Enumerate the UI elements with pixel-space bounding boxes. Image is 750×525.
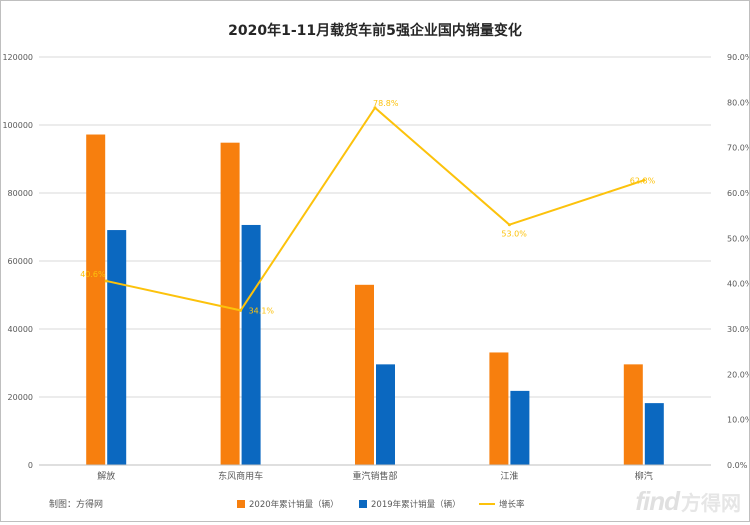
bar-2019 xyxy=(376,364,395,465)
y-right-tick-label: 60.0% xyxy=(727,189,749,198)
bar-2019 xyxy=(510,390,530,465)
x-tick-label: 江淮 xyxy=(500,471,518,482)
bar-2020 xyxy=(623,364,643,465)
y-right-tick-label: 50.0% xyxy=(727,234,749,243)
bar-2019 xyxy=(241,224,261,465)
legend-label: 2020年累计销量（辆） xyxy=(249,499,339,510)
x-tick-label: 东风商用车 xyxy=(218,470,263,482)
y-left-tick-label: 100000 xyxy=(2,121,33,130)
growth-rate-label: 40.6% xyxy=(80,270,106,279)
bar-series xyxy=(86,134,664,465)
y-left-tick-label: 20000 xyxy=(8,393,33,402)
x-tick-label: 解放 xyxy=(97,470,115,482)
legend-swatch xyxy=(359,500,367,508)
watermark-chinese: 方得网 xyxy=(681,491,741,515)
y-axis-left: 0 20000 40000 60000 80000 100000 120000 xyxy=(2,53,33,470)
watermark-logo: find 方得网 xyxy=(635,486,741,517)
x-axis: 解放 东风商用车 重汽销售部 江淮 柳汽 xyxy=(39,464,711,482)
y-right-tick-label: 30.0% xyxy=(727,325,749,334)
y-right-tick-label: 0.0% xyxy=(727,461,748,470)
y-left-tick-label: 80000 xyxy=(8,189,33,198)
y-right-tick-label: 80.0% xyxy=(727,98,749,107)
grid-lines xyxy=(39,56,711,466)
growth-rate-point xyxy=(373,106,377,110)
growth-rate-point xyxy=(239,308,243,312)
growth-rate-label: 34.1% xyxy=(249,306,275,315)
legend-swatch xyxy=(237,500,245,508)
y-left-tick-label: 120000 xyxy=(2,53,33,62)
y-right-tick-label: 90.0% xyxy=(727,53,749,62)
legend: 2020年累计销量（辆） 2019年累计销量（辆） 增长率 xyxy=(237,499,525,510)
y-left-tick-label: 0 xyxy=(28,461,33,470)
growth-rate-point xyxy=(642,178,646,182)
y-right-tick-label: 40.0% xyxy=(727,280,749,289)
y-right-tick-label: 70.0% xyxy=(727,144,749,153)
bar-2020 xyxy=(355,284,374,465)
chart-title: 2020年1-11月载货车前5强企业国内销量变化 xyxy=(228,22,522,39)
bar-2020 xyxy=(489,352,509,465)
line-series: 40.6% 34.1% 78.8% 53.0% 62.8% xyxy=(80,99,655,316)
growth-rate-label: 62.8% xyxy=(630,176,656,185)
growth-rate-line xyxy=(105,106,645,312)
bar-2020 xyxy=(220,142,240,465)
y-left-tick-label: 60000 xyxy=(8,257,33,266)
bar-2020 xyxy=(86,134,106,465)
x-tick-label: 柳汽 xyxy=(635,470,653,482)
bar-2019 xyxy=(107,230,127,465)
bar-2019 xyxy=(644,403,664,465)
legend-label: 增长率 xyxy=(499,499,525,510)
growth-rate-label: 53.0% xyxy=(501,230,527,239)
growth-rate-point xyxy=(507,223,511,227)
y-right-tick-label: 20.0% xyxy=(727,370,749,379)
source-note: 制图：方得网 xyxy=(49,498,103,510)
legend-label: 2019年累计销量（辆） xyxy=(371,499,461,510)
growth-rate-point xyxy=(104,279,108,283)
watermark-latin: find xyxy=(635,486,680,516)
x-tick-label: 重汽销售部 xyxy=(352,470,397,482)
y-left-tick-label: 40000 xyxy=(8,325,33,334)
y-right-tick-label: 10.0% xyxy=(727,416,749,425)
growth-rate-label: 78.8% xyxy=(373,99,399,108)
y-axis-right: 0.0% 10.0% 20.0% 30.0% 40.0% 50.0% 60.0% 70.0% 8… xyxy=(727,53,750,470)
